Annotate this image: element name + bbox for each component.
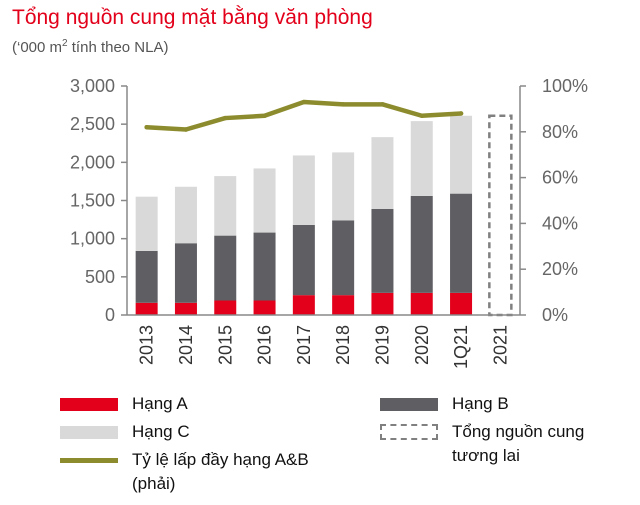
legend-label-occupancy-line2: (phải)	[132, 474, 176, 493]
subtitle-suffix: tính theo NLA)	[67, 39, 169, 56]
occupancy-point-2018	[340, 102, 346, 107]
bar-hang-b-2015	[214, 235, 237, 301]
legend-label-future-line1: Tổng nguồn cung	[452, 422, 585, 441]
right-axis-tick-label: 100%	[542, 76, 588, 96]
legend-label-hang-c: Hạng C	[132, 422, 190, 441]
x-axis-tick-label: 2013	[137, 325, 157, 365]
bar-hang-b-2019	[371, 208, 394, 293]
right-axis-tick-label: 0%	[542, 305, 568, 325]
bar-hang-c-1q21	[450, 115, 473, 194]
legend-label-hang-a: Hạng A	[132, 394, 188, 413]
bar-hang-b-2017	[292, 224, 315, 296]
bar-hang-b-1q21	[450, 193, 473, 293]
bars-layer	[135, 114, 513, 317]
legend-swatch-occupancy	[60, 458, 118, 463]
bar-hang-a-2018	[332, 295, 355, 315]
bar-hang-b-2020	[410, 195, 433, 293]
bar-hang-a-2017	[292, 295, 315, 315]
bar-future-supply-2021	[488, 114, 513, 317]
x-axis-tick-label: 2015	[215, 325, 235, 365]
legend-swatch-hang-b	[380, 398, 438, 411]
x-axis-tick-label: 2019	[372, 325, 392, 365]
chart-title: Tổng nguồn cung mặt bằng văn phòng	[12, 6, 373, 29]
legend-swatch-future-supply	[380, 424, 438, 440]
bar-hang-a-2014	[174, 302, 197, 315]
x-axis-tick-label: 2016	[255, 325, 275, 365]
bar-hang-c-2018	[332, 152, 355, 221]
stacked-bar-chart: 0 500 1,000 1,500 2,000 2,500 3,000 0% 20% 40% 60%…	[70, 76, 588, 369]
occupancy-point-2013	[144, 125, 149, 130]
bar-hang-a-2015	[214, 300, 237, 315]
left-axis-tick-label: 500	[85, 267, 115, 287]
legend-label-future-line2: tương lai	[452, 446, 520, 465]
right-axis-tick-label: 40%	[542, 213, 578, 233]
legend-item-hang-a: Hạng A	[60, 394, 260, 418]
bar-hang-c-2015	[214, 176, 237, 236]
bar-hang-a-2020	[410, 292, 433, 315]
x-axis-tick-label: 2020	[412, 325, 432, 365]
right-axis-tick-label: 60%	[542, 168, 578, 188]
bar-hang-c-2014	[174, 186, 197, 244]
x-axis-tick-label: 2021	[490, 325, 510, 365]
chart-subtitle: (‘000 m2 tính theo NLA)	[12, 38, 169, 56]
bar-hang-a-2016	[253, 300, 276, 315]
bar-hang-c-2016	[253, 168, 276, 233]
legend-swatch-hang-c	[60, 426, 118, 439]
occupancy-line-layer	[144, 99, 464, 132]
legend-item-hang-c: Hạng C	[60, 422, 260, 446]
left-axis-tick-label: 0	[105, 305, 115, 325]
left-axis-tick-label: 2,000	[70, 152, 115, 172]
occupancy-point-2017	[301, 99, 307, 105]
bar-hang-c-2019	[371, 137, 394, 209]
x-axis-tick-label: 2017	[294, 325, 314, 365]
bar-hang-a-1q21	[450, 292, 473, 315]
occupancy-point-2015	[223, 115, 228, 121]
bar-hang-c-2020	[410, 121, 433, 196]
bar-hang-b-2018	[332, 220, 355, 296]
occupancy-point-2020	[419, 113, 424, 118]
legend-item-future-supply: Tổng nguồn cung tương lai	[380, 422, 630, 470]
left-axis-tick-label: 2,500	[70, 114, 115, 134]
occupancy-point-2014	[183, 127, 189, 132]
bar-hang-a-2013	[135, 302, 158, 315]
legend-item-occupancy: Tỷ lệ lấp đầy hạng A&B (phải)	[60, 450, 350, 498]
legend-label-occupancy-line1: Tỷ lệ lấp đầy hạng A&B	[132, 450, 309, 469]
right-axis-tick-label: 20%	[542, 259, 578, 279]
bar-hang-b-2013	[135, 250, 158, 303]
x-axis-tick-label: 1Q21	[451, 325, 471, 369]
bar-hang-c-2017	[292, 155, 315, 225]
left-axis-tick-label: 1,000	[70, 229, 115, 249]
bar-hang-b-2016	[253, 232, 276, 301]
axes-layer: 0 500 1,000 1,500 2,000 2,500 3,000 0% 20% 40% 60%…	[70, 76, 588, 369]
x-axis-tick-label: 2018	[333, 325, 353, 365]
bar-hang-a-2019	[371, 292, 394, 315]
legend-swatch-hang-a	[60, 398, 118, 411]
occupancy-point-2019	[380, 102, 385, 107]
right-axis-tick-label: 80%	[542, 122, 578, 142]
occupancy-point-1q21	[458, 111, 464, 116]
legend-label-hang-b: Hạng B	[452, 394, 509, 413]
x-axis-tick-label: 2014	[176, 325, 196, 365]
bar-hang-b-2014	[174, 243, 197, 303]
bar-hang-c-2013	[135, 196, 158, 251]
legend-item-hang-b: Hạng B	[380, 394, 580, 418]
subtitle-superscript: 2	[62, 38, 68, 49]
occupancy-point-2016	[262, 113, 267, 118]
left-axis-tick-label: 3,000	[70, 76, 115, 96]
left-axis-tick-label: 1,500	[70, 191, 115, 211]
subtitle-prefix: (‘000 m	[12, 39, 63, 56]
